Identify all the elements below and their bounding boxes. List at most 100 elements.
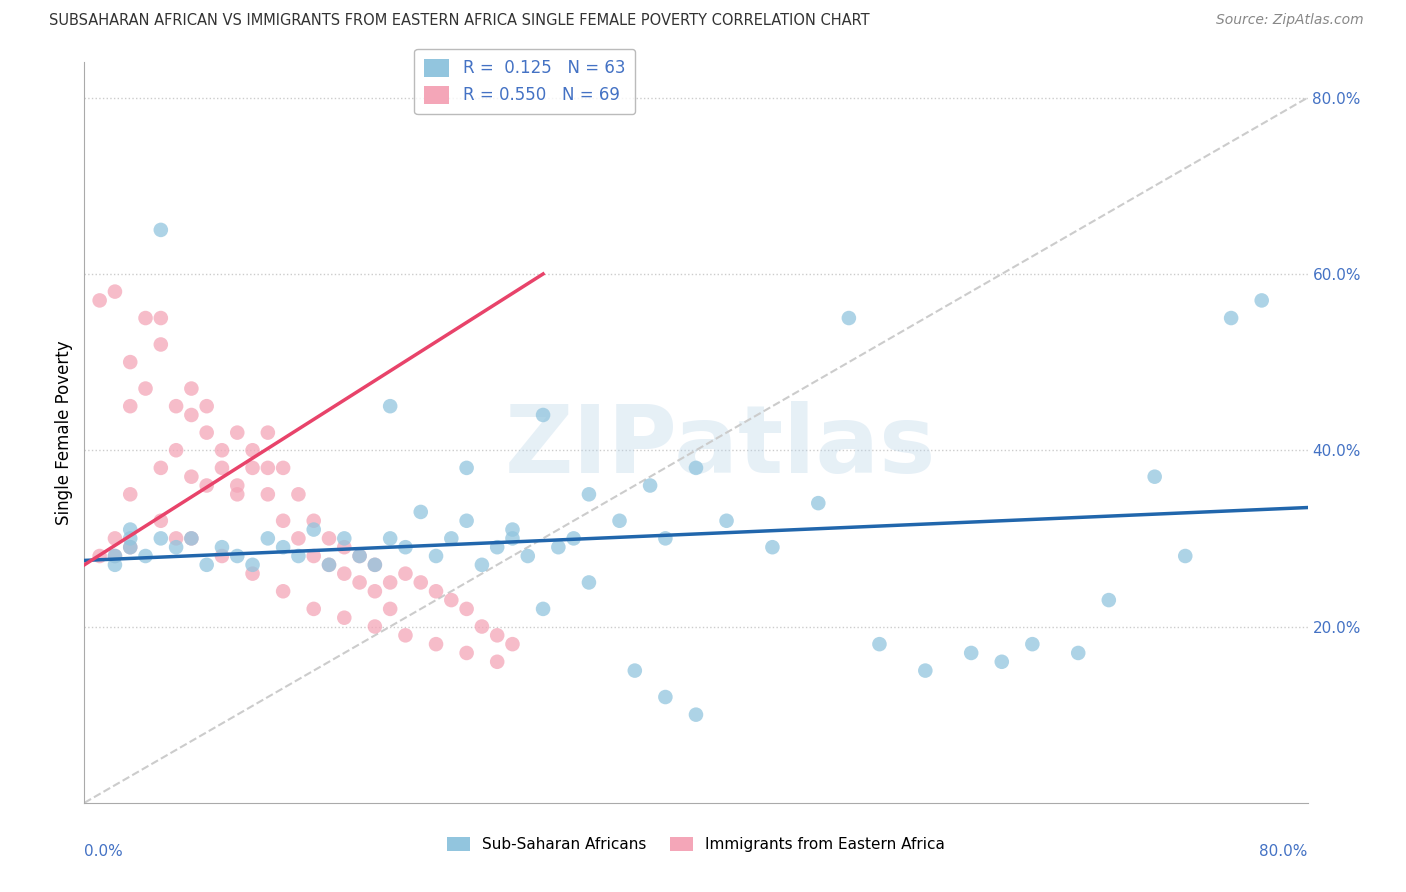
Point xyxy=(180,408,202,422)
Point xyxy=(149,337,172,351)
Point xyxy=(287,487,309,501)
Point xyxy=(242,443,264,458)
Point xyxy=(195,478,218,492)
Point xyxy=(195,425,218,440)
Point xyxy=(685,707,707,722)
Point xyxy=(531,408,554,422)
Text: 80.0%: 80.0% xyxy=(1260,844,1308,858)
Point xyxy=(180,469,202,483)
Point xyxy=(531,602,554,616)
Point xyxy=(654,532,676,546)
Point xyxy=(120,523,142,537)
Point xyxy=(195,558,218,572)
Point xyxy=(1067,646,1090,660)
Point xyxy=(165,443,187,458)
Point xyxy=(318,558,340,572)
Point xyxy=(180,532,202,546)
Point xyxy=(838,311,860,326)
Point xyxy=(149,532,172,546)
Point xyxy=(211,540,233,554)
Point xyxy=(471,619,494,633)
Point xyxy=(380,602,402,616)
Point xyxy=(486,655,509,669)
Point xyxy=(271,584,294,599)
Point xyxy=(425,637,447,651)
Point xyxy=(333,566,356,581)
Point xyxy=(120,540,142,554)
Point xyxy=(638,478,661,492)
Point xyxy=(349,549,371,563)
Point xyxy=(149,223,172,237)
Point xyxy=(502,637,524,651)
Point xyxy=(409,575,432,590)
Point xyxy=(471,558,494,572)
Point xyxy=(257,487,280,501)
Point xyxy=(502,532,524,546)
Point xyxy=(226,478,249,492)
Point xyxy=(104,549,127,563)
Point xyxy=(1143,469,1166,483)
Point xyxy=(333,610,356,624)
Point xyxy=(364,558,387,572)
Point xyxy=(104,285,127,299)
Point xyxy=(149,514,172,528)
Point xyxy=(456,461,478,475)
Text: 0.0%: 0.0% xyxy=(84,844,124,858)
Point xyxy=(226,425,249,440)
Point xyxy=(547,540,569,554)
Point xyxy=(302,523,325,537)
Point xyxy=(333,540,356,554)
Point xyxy=(120,532,142,546)
Point xyxy=(394,628,416,642)
Point xyxy=(349,575,371,590)
Point xyxy=(318,558,340,572)
Point xyxy=(394,566,416,581)
Point xyxy=(1174,549,1197,563)
Point xyxy=(165,399,187,413)
Point xyxy=(409,505,432,519)
Point xyxy=(135,549,157,563)
Point xyxy=(1098,593,1121,607)
Point xyxy=(226,487,249,501)
Point xyxy=(226,549,249,563)
Text: ZIPatlas: ZIPatlas xyxy=(505,401,936,493)
Point xyxy=(211,461,233,475)
Point xyxy=(180,382,202,396)
Point xyxy=(242,558,264,572)
Point xyxy=(1021,637,1043,651)
Point xyxy=(761,540,783,554)
Point xyxy=(394,540,416,554)
Point xyxy=(271,540,294,554)
Point xyxy=(135,311,157,326)
Point xyxy=(165,540,187,554)
Point xyxy=(516,549,538,563)
Point xyxy=(271,514,294,528)
Point xyxy=(287,549,309,563)
Point xyxy=(456,646,478,660)
Point xyxy=(195,399,218,413)
Point xyxy=(991,655,1014,669)
Point xyxy=(104,549,127,563)
Point xyxy=(869,637,891,651)
Point xyxy=(609,514,631,528)
Point xyxy=(685,461,707,475)
Point xyxy=(349,549,371,563)
Point xyxy=(242,566,264,581)
Point xyxy=(578,575,600,590)
Point xyxy=(807,496,830,510)
Point xyxy=(257,461,280,475)
Point xyxy=(120,355,142,369)
Point xyxy=(104,532,127,546)
Point xyxy=(456,514,478,528)
Point xyxy=(425,584,447,599)
Point xyxy=(302,602,325,616)
Point xyxy=(578,487,600,501)
Point xyxy=(364,619,387,633)
Point xyxy=(302,514,325,528)
Point xyxy=(440,532,463,546)
Point xyxy=(1250,293,1272,308)
Point xyxy=(440,593,463,607)
Point xyxy=(89,549,111,563)
Point xyxy=(271,461,294,475)
Point xyxy=(364,558,387,572)
